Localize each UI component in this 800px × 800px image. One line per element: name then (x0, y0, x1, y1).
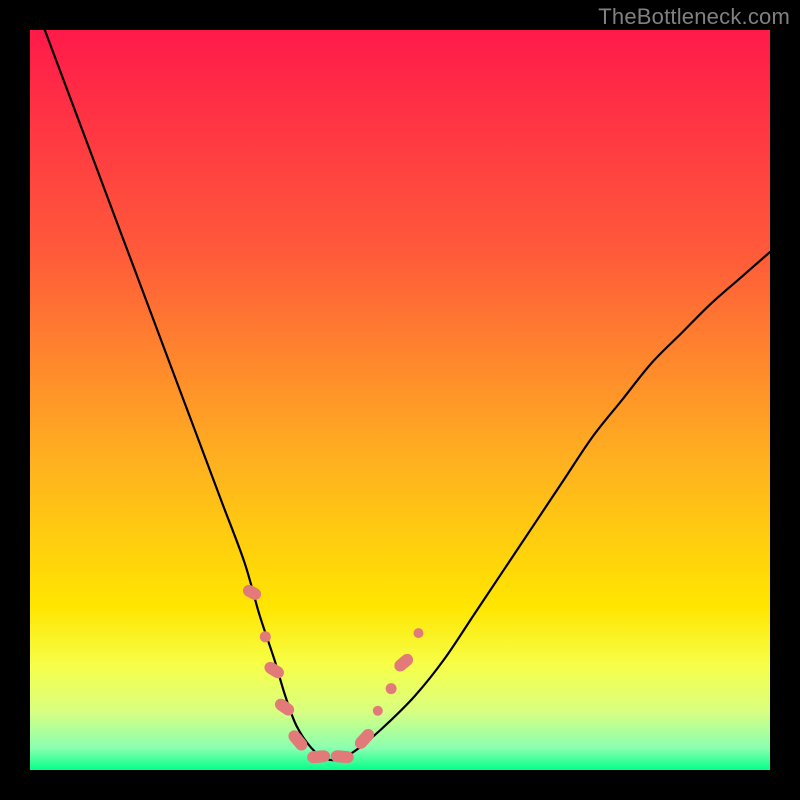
curve-marker (414, 629, 423, 638)
bottleneck-curve (45, 30, 770, 760)
curve-marker (263, 660, 286, 680)
curve-marker (241, 583, 262, 601)
curve-marker (353, 727, 376, 751)
curve-marker (331, 750, 354, 763)
chart-stage: TheBottleneck.com (0, 0, 800, 800)
curve-marker (386, 684, 396, 694)
curve-svg (30, 30, 770, 770)
watermark-text: TheBottleneck.com (598, 4, 790, 30)
curve-marker (373, 706, 382, 715)
curve-marker (307, 750, 330, 763)
curve-marker (260, 632, 270, 642)
curve-markers (241, 583, 423, 763)
curve-marker (393, 652, 415, 673)
plot-area (30, 30, 770, 770)
